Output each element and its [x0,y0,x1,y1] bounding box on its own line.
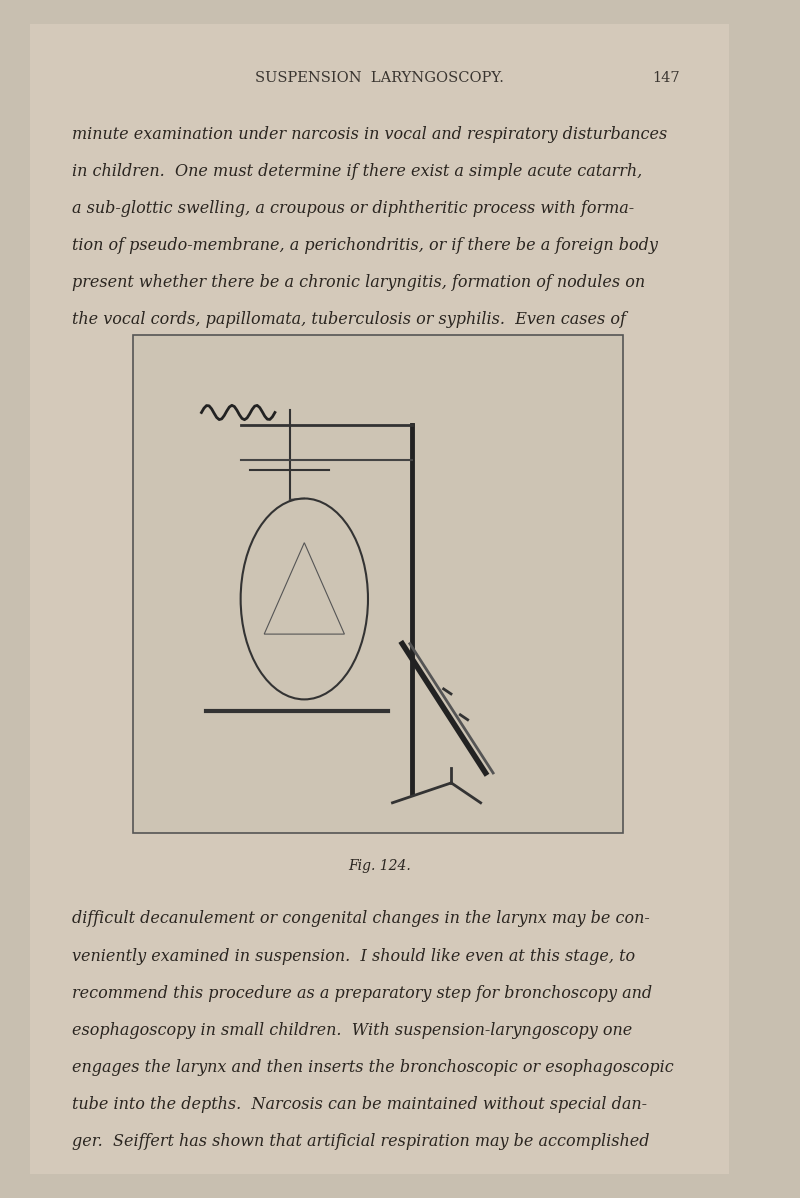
Text: 147: 147 [652,71,680,85]
Text: recommend this procedure as a preparatory step for bronchoscopy and: recommend this procedure as a preparator… [72,985,652,1002]
Text: tion of pseudo-membrane, a perichondritis, or if there be a foreign body: tion of pseudo-membrane, a perichondriti… [72,237,658,254]
Text: veniently examined in suspension.  I should like even at this stage, to: veniently examined in suspension. I shou… [72,948,635,964]
Text: SUSPENSION  LARYNGOSCOPY.: SUSPENSION LARYNGOSCOPY. [255,71,504,85]
Text: esophagoscopy in small children.  With suspension-laryngoscopy one: esophagoscopy in small children. With su… [72,1022,632,1039]
Text: the vocal cords, papillomata, tuberculosis or syphilis.  Even cases of: the vocal cords, papillomata, tuberculos… [72,311,626,328]
Text: minute examination under narcosis in vocal and respiratory disturbances: minute examination under narcosis in voc… [72,126,667,143]
Bar [133,335,622,833]
Text: a sub-glottic swelling, a croupous or diphtheritic process with forma-: a sub-glottic swelling, a croupous or di… [72,200,634,217]
Text: in children.  One must determine if there exist a simple acute catarrh,: in children. One must determine if there… [72,163,642,180]
Text: Fig. 124.: Fig. 124. [348,859,411,873]
Text: ger.  Seiffert has shown that artificial respiration may be accomplished: ger. Seiffert has shown that artificial … [72,1133,650,1150]
Text: tube into the depths.  Narcosis can be maintained without special dan-: tube into the depths. Narcosis can be ma… [72,1096,647,1113]
Text: engages the larynx and then inserts the bronchoscopic or esophagoscopic: engages the larynx and then inserts the … [72,1059,674,1076]
Text: difficult decanulement or congenital changes in the larynx may be con-: difficult decanulement or congenital cha… [72,910,650,927]
Text: present whether there be a chronic laryngitis, formation of nodules on: present whether there be a chronic laryn… [72,274,646,291]
